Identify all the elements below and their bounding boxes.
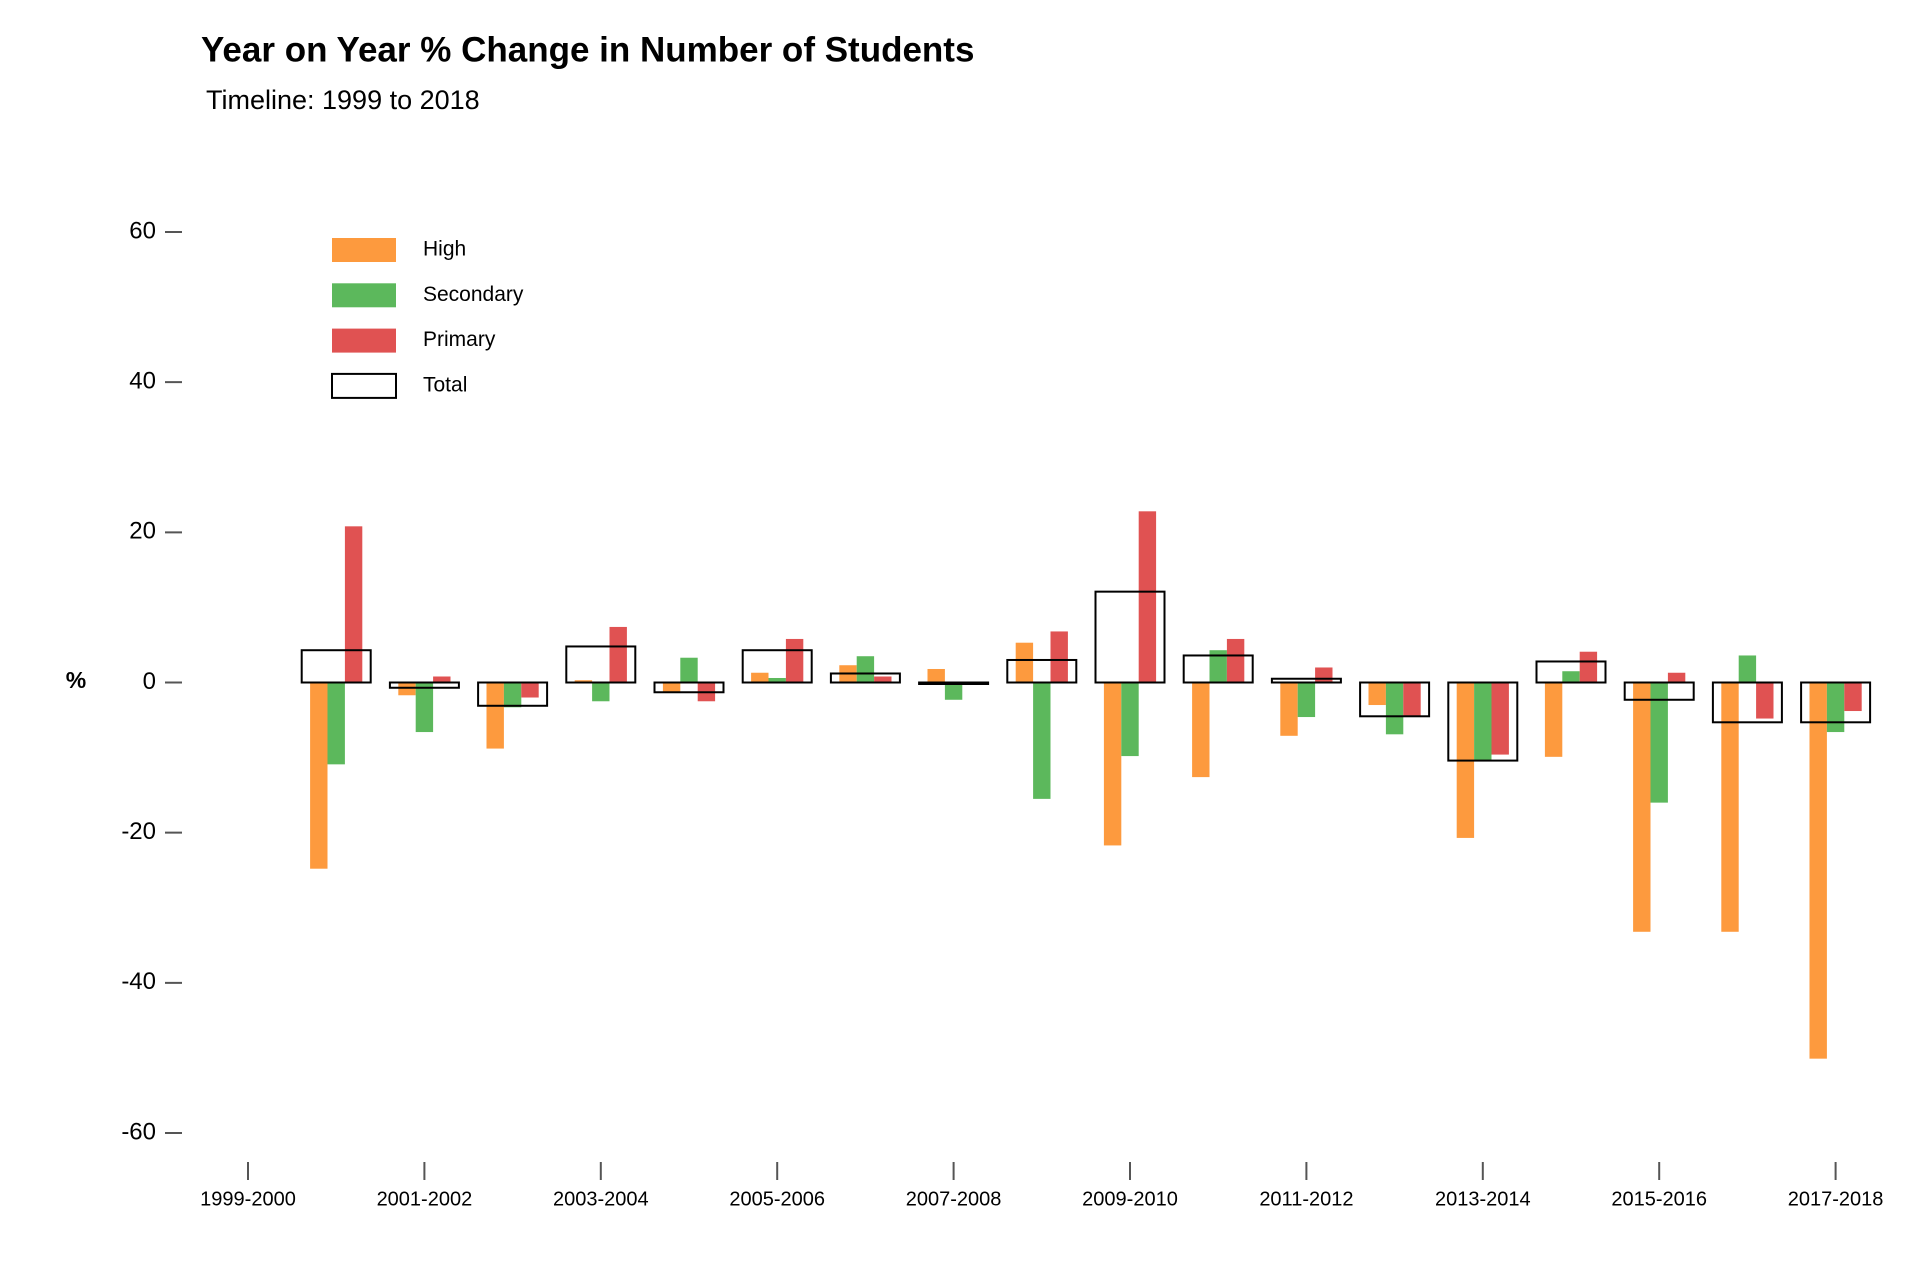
bar bbox=[1280, 682, 1298, 736]
bar bbox=[433, 676, 451, 683]
y-tick-label: -60 bbox=[121, 1118, 156, 1145]
bar bbox=[1033, 682, 1051, 799]
legend-label: Primary bbox=[423, 328, 496, 351]
x-tick-label: 2011-2012 bbox=[1259, 1188, 1353, 1210]
total-bar bbox=[741, 649, 813, 684]
bar bbox=[1650, 682, 1668, 803]
total-bar bbox=[565, 645, 637, 684]
bar bbox=[415, 682, 434, 733]
legend-swatch bbox=[331, 372, 397, 399]
bar bbox=[1667, 672, 1686, 683]
bar bbox=[1226, 638, 1245, 683]
legend-swatch bbox=[332, 328, 396, 353]
bar bbox=[1209, 650, 1227, 683]
bar bbox=[927, 668, 945, 683]
bar bbox=[751, 672, 769, 683]
y-axis-label: % bbox=[66, 667, 86, 693]
legend-swatch bbox=[332, 238, 396, 262]
bar bbox=[1192, 682, 1210, 778]
x-tick-label: 2003-2004 bbox=[553, 1188, 649, 1210]
chart-subtitle: Timeline: 1999 to 2018 bbox=[206, 85, 480, 115]
chart-title: Year on Year % Change in Number of Stude… bbox=[201, 30, 974, 69]
y-tick-label: -20 bbox=[121, 818, 156, 845]
x-tick-label: 2015-2016 bbox=[1611, 1188, 1707, 1210]
bar bbox=[609, 626, 627, 683]
y-tick-label: 60 bbox=[129, 217, 156, 244]
bar bbox=[344, 526, 363, 683]
total-bar bbox=[1535, 660, 1607, 684]
x-tick-label: 2005-2006 bbox=[729, 1188, 825, 1210]
bar bbox=[486, 682, 504, 749]
y-tick-label: 0 bbox=[143, 668, 156, 695]
bar bbox=[1756, 682, 1774, 719]
bar bbox=[1544, 682, 1563, 757]
bar bbox=[768, 677, 786, 683]
bar bbox=[1738, 655, 1757, 683]
x-tick-label: 2001-2002 bbox=[377, 1188, 473, 1210]
bar bbox=[1826, 682, 1845, 733]
bar bbox=[680, 657, 698, 683]
bar bbox=[1721, 682, 1739, 932]
bar bbox=[1809, 682, 1827, 1059]
bar bbox=[1015, 642, 1034, 683]
x-tick-label: 2009-2010 bbox=[1082, 1188, 1178, 1210]
bar bbox=[785, 638, 804, 683]
bar bbox=[1368, 682, 1386, 706]
bar bbox=[662, 682, 681, 692]
total-bar bbox=[1094, 590, 1166, 684]
total-bar bbox=[1270, 677, 1342, 684]
total-bar bbox=[918, 681, 990, 686]
total-bar bbox=[1800, 681, 1872, 724]
total-bar bbox=[1447, 681, 1519, 762]
bar bbox=[1121, 682, 1139, 757]
total-bar bbox=[300, 649, 372, 684]
y-tick-label: -40 bbox=[121, 968, 156, 995]
bar bbox=[1050, 631, 1068, 683]
bar bbox=[521, 682, 539, 698]
total-bar bbox=[829, 672, 901, 684]
bar bbox=[574, 680, 593, 683]
bar bbox=[1385, 682, 1404, 735]
bar bbox=[1491, 682, 1509, 755]
bar bbox=[874, 676, 892, 683]
legend-swatch bbox=[332, 283, 396, 308]
bar bbox=[1562, 671, 1580, 683]
total-bar bbox=[388, 681, 460, 689]
bar bbox=[1403, 682, 1421, 717]
total-bar bbox=[1182, 654, 1254, 684]
legend-label: Secondary bbox=[423, 283, 524, 306]
bar bbox=[503, 682, 522, 708]
x-tick-label: 2007-2008 bbox=[906, 1188, 1002, 1210]
bar bbox=[310, 682, 328, 869]
legend-label: High bbox=[423, 238, 466, 261]
bar bbox=[1844, 682, 1862, 712]
total-bar bbox=[477, 681, 549, 707]
bar bbox=[1315, 667, 1333, 683]
x-tick-label: 1999-2000 bbox=[200, 1188, 296, 1210]
total-bar bbox=[653, 681, 725, 694]
total-bar bbox=[1359, 681, 1431, 718]
bar bbox=[1103, 682, 1122, 846]
legend-label: Total bbox=[423, 373, 467, 396]
bar bbox=[944, 682, 963, 700]
bar bbox=[856, 656, 875, 683]
total-bar bbox=[1623, 681, 1695, 701]
bar bbox=[1633, 682, 1651, 932]
bar bbox=[592, 682, 610, 702]
bar bbox=[1579, 651, 1598, 683]
bar bbox=[1138, 511, 1157, 683]
bar bbox=[398, 682, 416, 696]
bar bbox=[327, 682, 345, 765]
bar bbox=[1474, 682, 1492, 761]
total-bar bbox=[1711, 681, 1783, 724]
y-tick-label: 40 bbox=[129, 368, 156, 395]
x-tick-label: 2017-2018 bbox=[1788, 1188, 1884, 1210]
total-bar bbox=[1006, 658, 1078, 684]
bar bbox=[1297, 682, 1316, 718]
x-tick-label: 2013-2014 bbox=[1435, 1188, 1531, 1210]
y-tick-label: 20 bbox=[129, 518, 156, 545]
